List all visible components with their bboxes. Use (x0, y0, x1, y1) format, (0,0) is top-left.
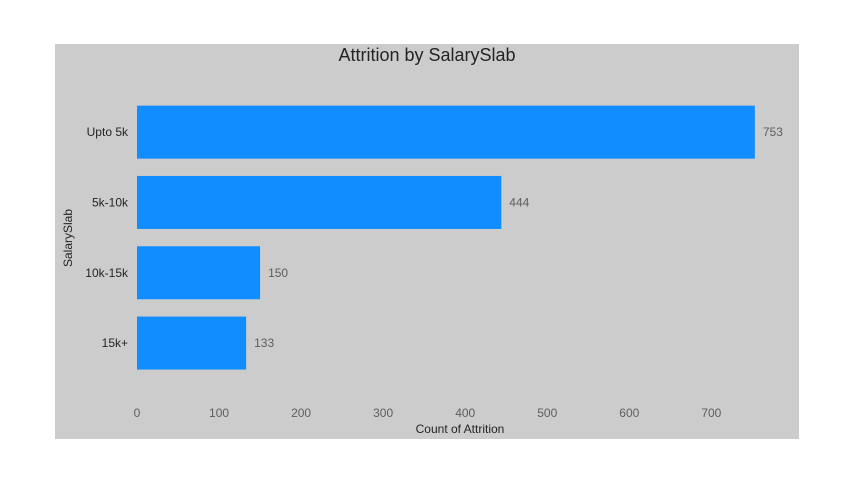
x-tick-label: 100 (209, 406, 229, 420)
data-label: 150 (268, 266, 288, 280)
data-label: 444 (509, 195, 529, 209)
x-axis-title: Count of Attrition (416, 422, 505, 436)
category-label: 10k-15k (85, 266, 129, 280)
category-label: 5k-10k (92, 195, 129, 209)
x-tick-label: 0 (134, 406, 141, 420)
data-label: 133 (254, 336, 274, 350)
category-labels-group: Upto 5k 5k-10k 10k-15k 15k+ (85, 125, 129, 350)
bars-group (137, 105, 755, 370)
x-tick-label: 500 (537, 406, 557, 420)
x-tick-labels-group: 0 100 200 300 400 500 600 700 (134, 406, 722, 420)
bar-chart: Attrition by SalarySlab Upto 5k 5k-10k 10k… (61, 45, 783, 436)
x-tick-label: 700 (701, 406, 721, 420)
y-axis-title: SalarySlab (61, 209, 75, 267)
x-tick-label: 600 (619, 406, 639, 420)
bar-5k-10k[interactable] (137, 175, 502, 229)
x-tick-label: 300 (373, 406, 393, 420)
x-tick-label: 200 (291, 406, 311, 420)
chart-panel: Attrition by SalarySlab Upto 5k 5k-10k 10k… (55, 44, 799, 439)
bar-15k-[interactable] (137, 316, 247, 370)
x-tick-label: 400 (455, 406, 475, 420)
category-label: 15k+ (102, 336, 128, 350)
category-label: Upto 5k (87, 125, 129, 139)
bar-upto-5k[interactable] (137, 105, 755, 159)
chart-title: Attrition by SalarySlab (338, 45, 515, 65)
data-labels-group: 753 444 150 133 (254, 125, 783, 350)
bar-10k-15k[interactable] (137, 246, 261, 300)
data-label: 753 (763, 125, 783, 139)
